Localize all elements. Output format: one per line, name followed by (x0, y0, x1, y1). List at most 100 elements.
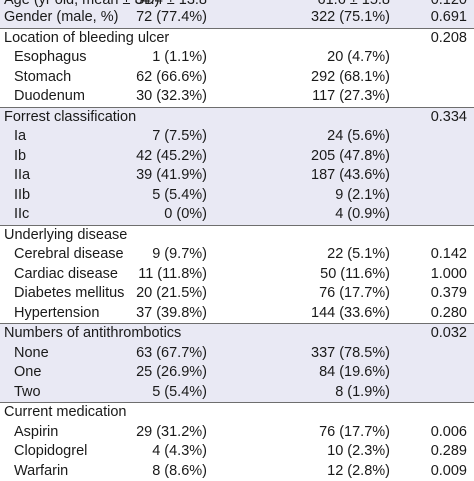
table-row: Warfarin 8 (8.6%) 12 (2.8%) 0.009 (0, 462, 474, 481)
p-value: 0.691 (431, 8, 467, 28)
p-value: 0.009 (431, 462, 467, 481)
row-label: One (14, 363, 41, 383)
p-value: 0.142 (431, 245, 467, 265)
group2-value: 117 (27.3%) (312, 87, 390, 107)
group2-value: 187 (43.6%) (311, 166, 390, 186)
group2-value: 10 (2.3%) (327, 442, 390, 462)
group1-value: 9 (9.7%) (152, 245, 207, 265)
group2-value: 24 (5.6%) (327, 127, 390, 147)
group1-value: 11 (11.8%) (138, 265, 207, 285)
table-row: Ia 7 (7.5%) 24 (5.6%) (0, 127, 474, 147)
table-row: Two 5 (5.4%) 8 (1.9%) (0, 383, 474, 403)
group1-value: 72 (77.4%) (136, 8, 207, 28)
row-label: Two (14, 383, 41, 403)
p-value: 0.208 (431, 29, 467, 49)
row-label: Ib (14, 147, 26, 167)
row-label: Esophagus (14, 48, 87, 68)
table-row: None 63 (67.7%) 337 (78.5%) (0, 344, 474, 364)
p-value: 0.379 (431, 284, 467, 304)
group2-value: 84 (19.6%) (319, 363, 390, 383)
section-header-row: Current medication (0, 403, 474, 423)
p-value: 1.000 (431, 265, 467, 285)
group1-value: 4 (4.3%) (152, 442, 207, 462)
table-row: IIc 0 (0%) 4 (0.9%) (0, 205, 474, 225)
group1-value: 25 (26.9%) (136, 363, 207, 383)
table-row: Ib 42 (45.2%) 205 (47.8%) (0, 147, 474, 167)
row-label: IIa (14, 166, 30, 186)
row-label: Current medication (4, 403, 127, 423)
row-label: Aspirin (14, 423, 58, 443)
p-value: 0.334 (431, 108, 467, 128)
group1-value: 62 (66.6%) (136, 68, 207, 88)
table-row: Stomach 62 (66.6%) 292 (68.1%) (0, 68, 474, 88)
section-header-row: Location of bleeding ulcer 0.208 (0, 29, 474, 49)
row-label: Numbers of antithrombotics (4, 324, 181, 344)
p-value: 0.120 (431, 0, 467, 8)
p-value: 0.289 (431, 442, 467, 462)
row-label: None (14, 344, 49, 364)
table-row: Hypertension 37 (39.8%) 144 (33.6%) 0.280 (0, 304, 474, 324)
group1-value: 39 (41.9%) (136, 166, 207, 186)
group1-value: 1 (1.1%) (152, 48, 207, 68)
group1-value: 29 (31.2%) (136, 423, 207, 443)
section-header-row: Underlying disease (0, 226, 474, 246)
group2-value: 292 (68.1%) (311, 68, 390, 88)
group2-value: 61.6 ± 15.8 (318, 0, 390, 8)
table-row: IIa 39 (41.9%) 187 (43.6%) (0, 166, 474, 186)
p-value: 0.006 (431, 423, 467, 443)
row-label: Gender (male, %) (4, 8, 118, 28)
row-label: Stomach (14, 68, 71, 88)
p-value: 0.280 (431, 304, 467, 324)
row-label: Duodenum (14, 87, 85, 107)
row-label: Underlying disease (4, 226, 127, 246)
group2-value: 76 (17.7%) (319, 423, 390, 443)
table-row: Duodenum 30 (32.3%) 117 (27.3%) (0, 87, 474, 107)
group1-value: 0 (0%) (164, 205, 207, 225)
table-row: Clopidogrel 4 (4.3%) 10 (2.3%) 0.289 (0, 442, 474, 462)
group2-value: 9 (2.1%) (335, 186, 390, 206)
row-label: Cardiac disease (14, 265, 118, 285)
row-label: Cerebral disease (14, 245, 124, 265)
row-label: Clopidogrel (14, 442, 87, 462)
row-label: Warfarin (14, 462, 68, 481)
table-row: Cerebral disease 9 (9.7%) 22 (5.1%) 0.142 (0, 245, 474, 265)
group2-value: 144 (33.6%) (311, 304, 390, 324)
row-label: Forrest classification (4, 108, 136, 128)
table-row: Esophagus 1 (1.1%) 20 (4.7%) (0, 48, 474, 68)
group2-value: 76 (17.7%) (319, 284, 390, 304)
table-row: One 25 (26.9%) 84 (19.6%) (0, 363, 474, 383)
group2-value: 337 (78.5%) (311, 344, 390, 364)
group2-value: 8 (1.9%) (335, 383, 390, 403)
group1-value: 37 (39.8%) (136, 304, 207, 324)
group1-value: 8 (8.6%) (152, 462, 207, 481)
row-label: IIc (14, 205, 29, 225)
group1-value: 30 (32.3%) (136, 87, 207, 107)
group1-value: 5 (5.4%) (152, 186, 207, 206)
row-label: Diabetes mellitus (14, 284, 124, 304)
group1-value: 42 (45.2%) (136, 147, 207, 167)
group2-value: 50 (11.6%) (320, 265, 390, 285)
row-label: IIb (14, 186, 30, 206)
group1-value: 20 (21.5%) (136, 284, 207, 304)
group2-value: 4 (0.9%) (335, 205, 390, 225)
p-value: 0.032 (431, 324, 467, 344)
group2-value: 22 (5.1%) (327, 245, 390, 265)
group2-value: 322 (75.1%) (311, 8, 390, 28)
row-label: Location of bleeding ulcer (4, 29, 169, 49)
table-row: Aspirin 29 (31.2%) 76 (17.7%) 0.006 (0, 423, 474, 443)
group1-value: 7 (7.5%) (152, 127, 207, 147)
group1-value: 63 (67.7%) (136, 344, 207, 364)
table-row: Gender (male, %) 72 (77.4%) 322 (75.1%) 0.6… (0, 8, 474, 28)
row-label: Hypertension (14, 304, 99, 324)
group2-value: 12 (2.8%) (327, 462, 390, 481)
group2-value: 205 (47.8%) (311, 147, 390, 167)
group2-value: 20 (4.7%) (327, 48, 390, 68)
section-header-row: Numbers of antithrombotics 0.032 (0, 324, 474, 344)
group1-value: 64.4 ± 13.8 (135, 0, 207, 8)
section-header-row: Forrest classification 0.334 (0, 108, 474, 128)
table-row: Diabetes mellitus 20 (21.5%) 76 (17.7%) 0.3… (0, 284, 474, 304)
row-label: Ia (14, 127, 26, 147)
group1-value: 5 (5.4%) (152, 383, 207, 403)
